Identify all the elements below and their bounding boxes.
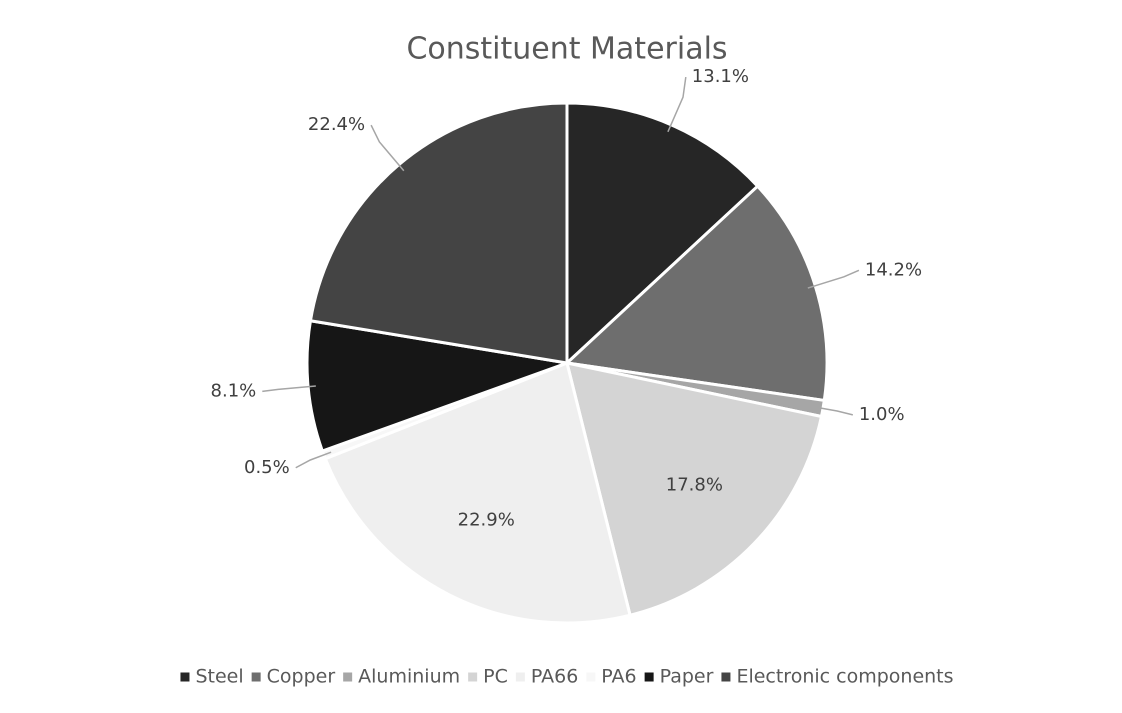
data-label: 0.5% — [244, 457, 290, 478]
legend-swatch — [251, 672, 261, 682]
pie-slice — [565, 361, 823, 617]
leader-line — [370, 124, 405, 172]
pie-slice — [323, 361, 632, 625]
data-label: 13.1% — [692, 66, 749, 87]
data-label: 8.1% — [211, 380, 257, 401]
legend-swatch — [721, 672, 731, 682]
legend-swatch — [343, 672, 353, 682]
data-label: 22.9% — [458, 509, 515, 530]
legend-swatch — [586, 672, 596, 682]
leader-line — [262, 385, 316, 393]
data-label: 17.8% — [666, 475, 723, 496]
leader-line — [815, 406, 854, 416]
legend-label: Steel — [195, 666, 243, 688]
leader-line — [295, 451, 332, 469]
legend-label: Copper — [267, 666, 336, 688]
data-label: 1.0% — [859, 404, 905, 425]
legend-label: PA66 — [531, 666, 578, 688]
legend-swatch — [180, 672, 190, 682]
chart-title: Constituent Materials — [406, 32, 727, 67]
legend-label: PC — [483, 666, 508, 688]
legend-label: Paper — [660, 666, 714, 688]
legend-label: Aluminium — [358, 666, 460, 688]
leader-line — [807, 269, 860, 289]
leader-line — [667, 76, 687, 133]
legend-label: PA6 — [601, 666, 636, 688]
data-label: 14.2% — [865, 259, 922, 280]
legend-label: Electronic components — [736, 666, 953, 688]
legend-swatch — [515, 672, 525, 682]
data-label: 22.4% — [308, 114, 365, 135]
legend-swatch — [468, 672, 478, 682]
legend-swatch — [644, 672, 654, 682]
